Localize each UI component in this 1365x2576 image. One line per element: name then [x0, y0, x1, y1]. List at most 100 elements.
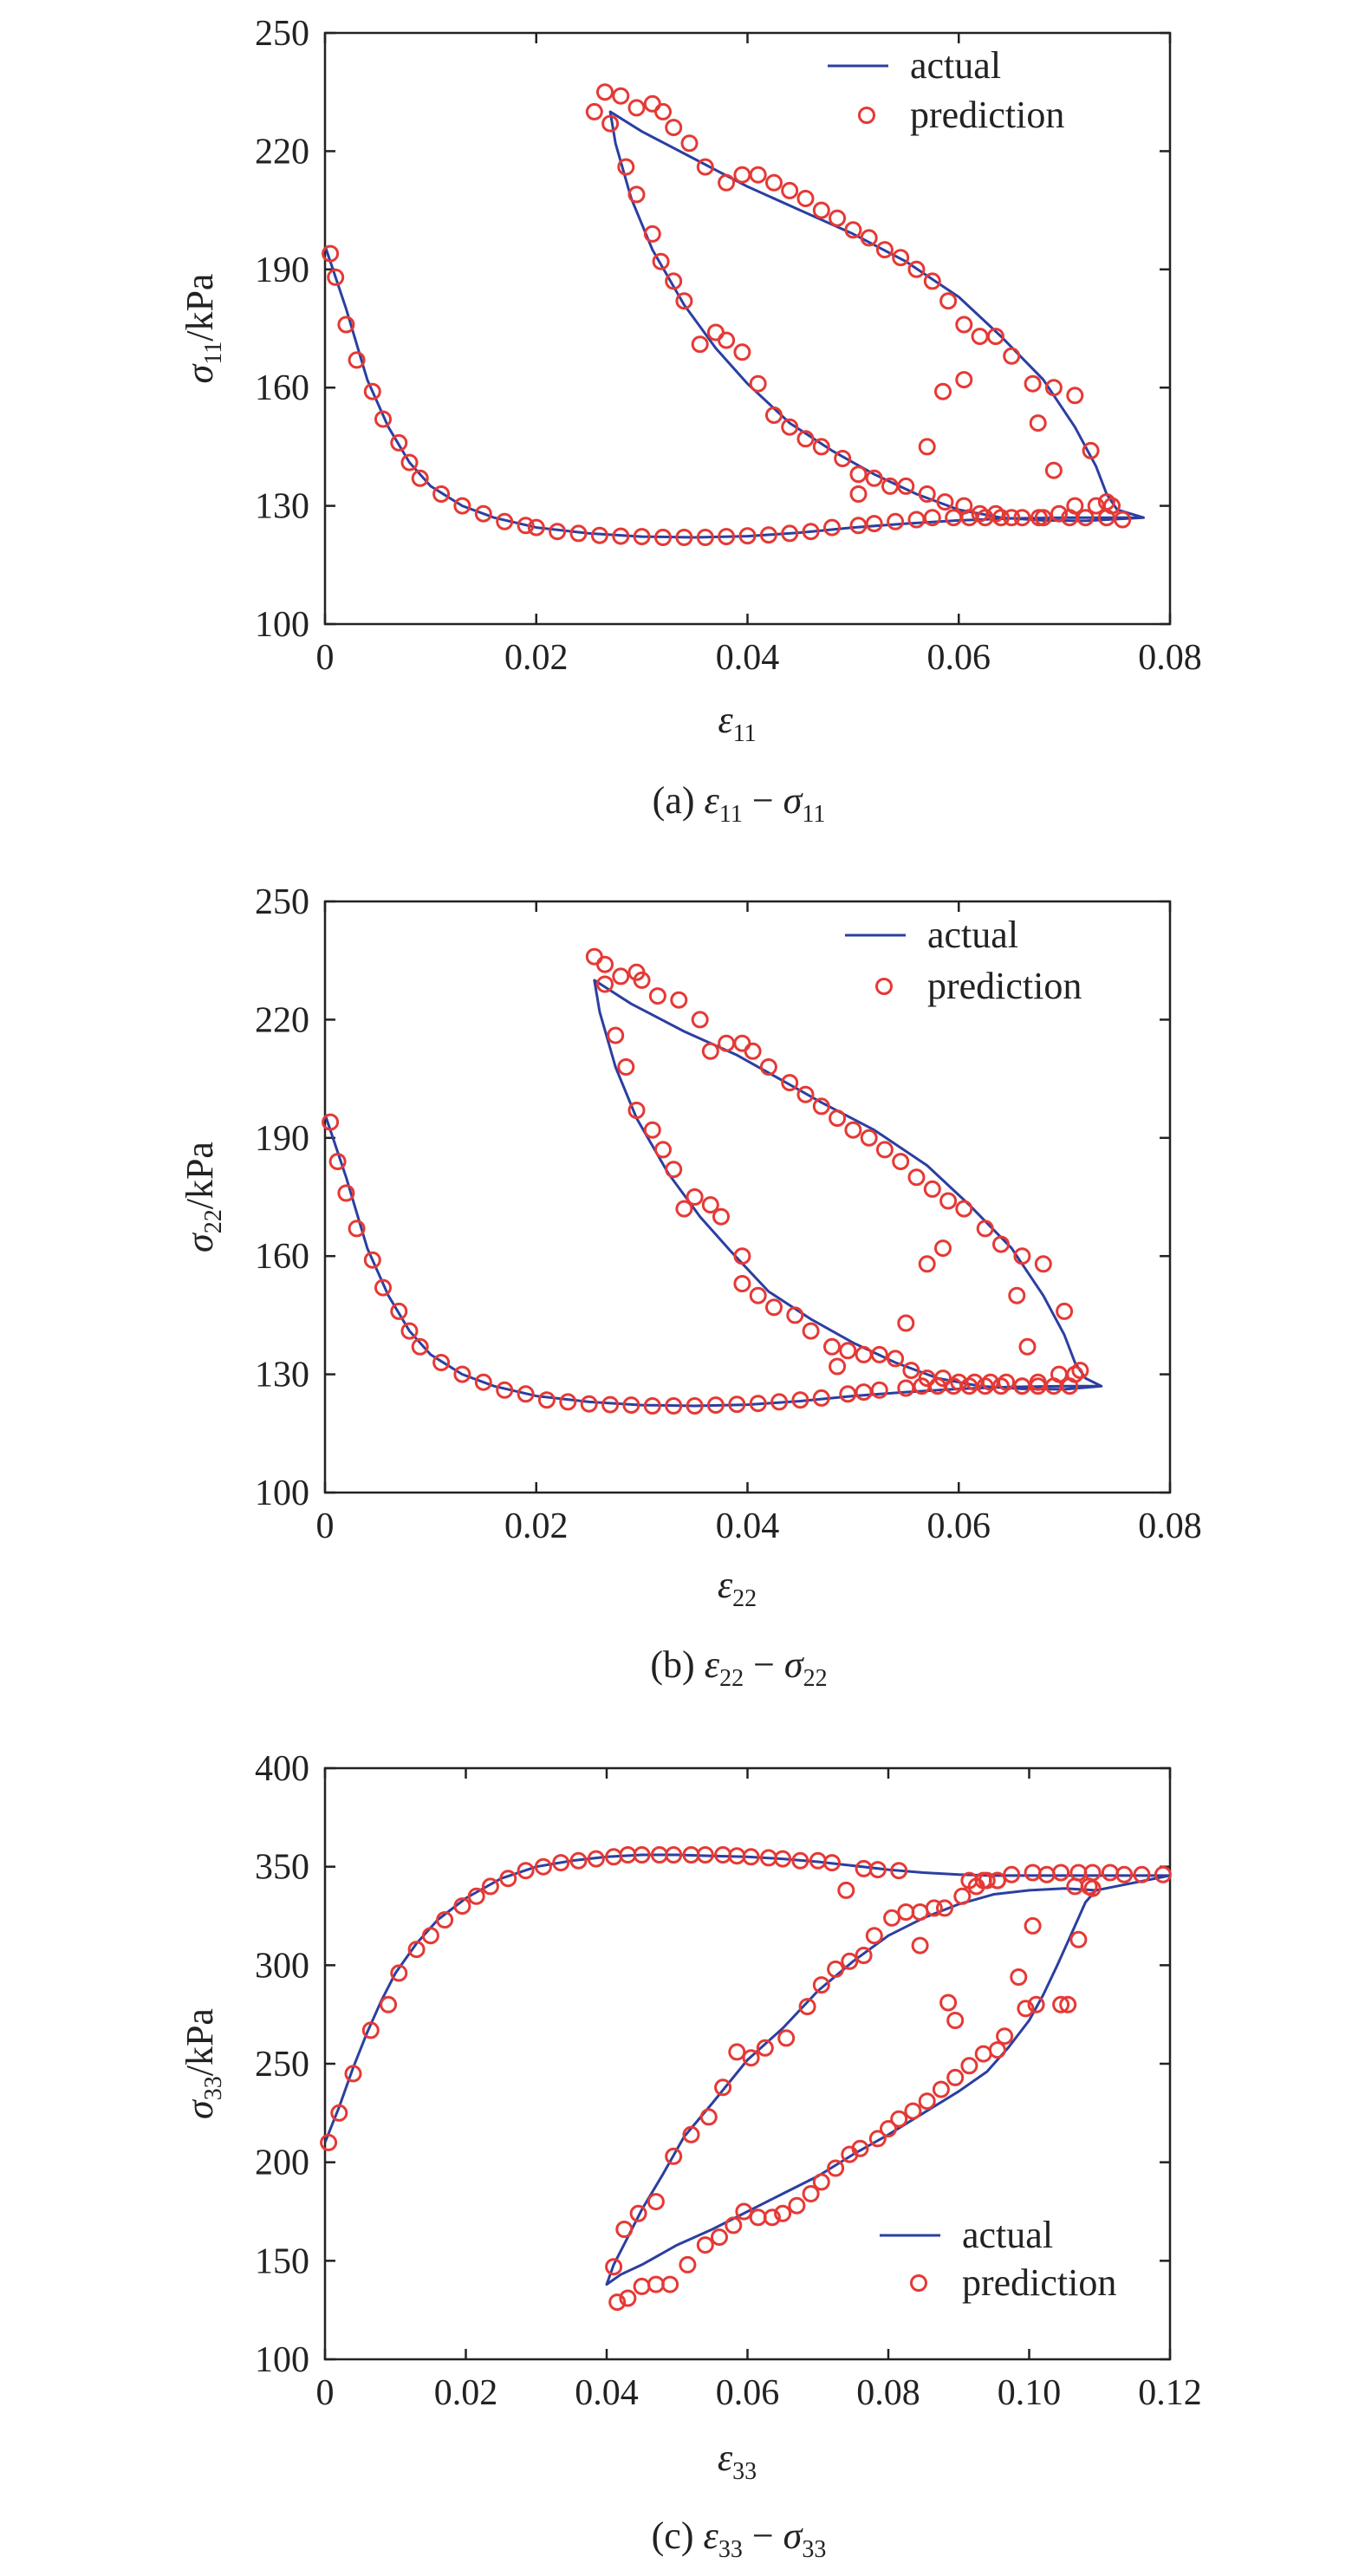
y-tick-label: 220	[255, 1000, 309, 1040]
data-point	[654, 529, 672, 546]
data-point	[897, 1379, 915, 1397]
data-point	[1083, 1879, 1102, 1897]
data-point	[749, 2208, 767, 2227]
data-point	[453, 497, 471, 515]
x-tick-label: 0.06	[927, 1506, 991, 1546]
y-tick-label: 100	[255, 605, 309, 645]
data-point	[481, 1877, 499, 1896]
caption-y-subscript: 22	[803, 1665, 828, 1692]
y-tick-label: 150	[255, 2241, 309, 2281]
data-point	[718, 1034, 736, 1052]
data-point	[796, 1085, 815, 1103]
y-tick-label: 130	[255, 1356, 309, 1395]
legend-swatch-prediction	[875, 978, 893, 995]
data-point	[348, 351, 366, 369]
series-points-prediction	[322, 947, 1089, 1415]
data-point	[436, 1911, 454, 1929]
data-point	[875, 1141, 894, 1159]
data-point	[612, 527, 630, 545]
y-tick-label: 190	[255, 1119, 309, 1159]
data-point	[534, 1857, 552, 1876]
data-point	[682, 2125, 700, 2143]
data-point	[839, 1342, 857, 1360]
series-line-actual	[325, 1853, 1170, 2287]
data-point	[1066, 1877, 1084, 1896]
data-point	[733, 1247, 751, 1265]
data-point	[627, 185, 646, 204]
data-point	[744, 1042, 762, 1060]
data-point	[887, 1350, 905, 1368]
data-point	[619, 2289, 637, 2307]
data-point	[596, 955, 614, 973]
data-point	[1044, 379, 1063, 397]
series-points-prediction	[322, 83, 1132, 546]
y-tick-label: 200	[255, 2143, 309, 2183]
data-point	[679, 2255, 697, 2274]
data-point	[432, 485, 451, 503]
data-point	[596, 83, 614, 101]
data-point	[955, 497, 973, 515]
data-point	[923, 1180, 941, 1198]
data-point	[733, 1034, 751, 1052]
caption-x-subscript: 11	[719, 801, 743, 828]
data-point	[633, 2277, 651, 2295]
data-point	[971, 328, 989, 346]
data-point	[923, 509, 941, 527]
data-point	[696, 529, 714, 546]
data-point	[802, 523, 820, 541]
data-point	[978, 1871, 996, 1890]
data-point	[1115, 1865, 1134, 1883]
data-point	[587, 1850, 605, 1868]
y-axis-symbol: σ	[179, 362, 221, 383]
data-point	[728, 2043, 746, 2061]
data-point	[1069, 1930, 1088, 1948]
legend-label-prediction: prediction	[927, 965, 1082, 1007]
data-point	[897, 1314, 915, 1332]
data-point	[725, 2216, 743, 2234]
data-point	[675, 292, 693, 310]
data-point	[552, 1854, 570, 1872]
x-tick-label: 0.08	[856, 2373, 920, 2413]
data-point	[517, 1385, 535, 1403]
data-point	[615, 2221, 634, 2238]
data-point	[617, 158, 635, 176]
data-point	[939, 1192, 958, 1210]
data-point	[559, 1393, 577, 1411]
data-point	[580, 1395, 598, 1413]
legend-label-actual: actual	[962, 2214, 1053, 2256]
data-point	[328, 1153, 347, 1171]
x-axis-symbol: ε	[718, 699, 733, 741]
caption-y-symbol: σ	[783, 2514, 804, 2557]
data-point	[971, 504, 989, 523]
x-axis-symbol: ε	[718, 2436, 733, 2479]
data-point	[925, 1899, 943, 1917]
data-point	[421, 1927, 439, 1945]
data-point	[714, 2078, 732, 2097]
data-point	[696, 1846, 714, 1864]
y-tick-label: 250	[255, 2045, 309, 2085]
data-point	[706, 323, 725, 342]
data-point	[749, 166, 767, 184]
data-point	[617, 1058, 635, 1076]
chart-panel-1: 0 0.02 0.04 0.06 0.08100130160190220250ε11σ1…	[179, 14, 1202, 828]
data-point	[887, 512, 905, 530]
data-point	[585, 102, 603, 120]
y-tick-label: 130	[255, 487, 309, 527]
data-point	[749, 1395, 767, 1413]
x-tick-label: 0	[316, 1506, 335, 1546]
data-point	[363, 382, 381, 400]
y-axis-symbol: σ	[179, 2098, 221, 2119]
legend-swatch-prediction	[910, 2274, 927, 2292]
data-point	[960, 2057, 978, 2075]
data-point	[770, 1393, 789, 1411]
data-point	[955, 315, 973, 334]
data-point	[706, 1396, 725, 1415]
y-axis-unit: /kPa	[179, 274, 221, 342]
data-point	[1034, 1255, 1052, 1273]
data-point	[361, 2021, 380, 2039]
legend-label-actual: actual	[910, 44, 1001, 87]
x-axis-subscript: 11	[733, 720, 757, 747]
data-point	[841, 2145, 859, 2163]
x-tick-label: 0	[316, 638, 335, 678]
data-point	[601, 114, 620, 133]
